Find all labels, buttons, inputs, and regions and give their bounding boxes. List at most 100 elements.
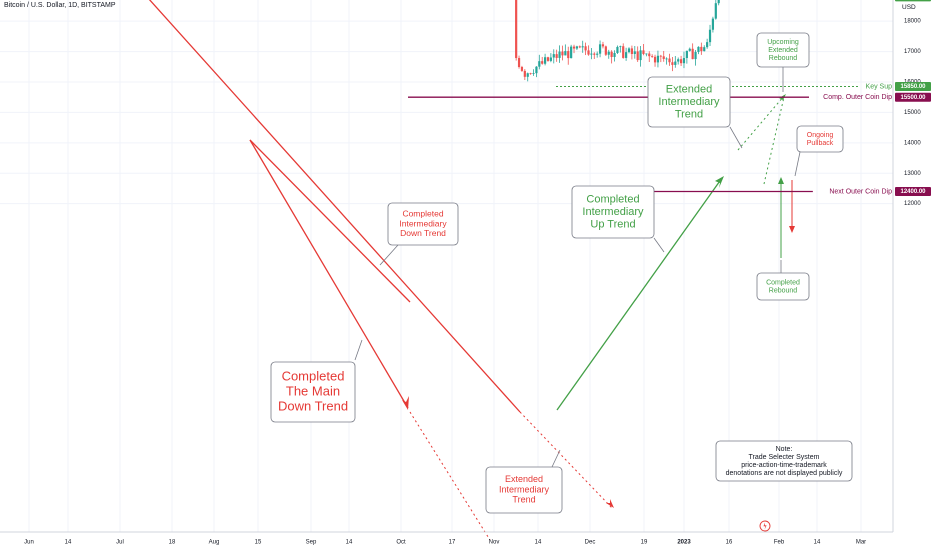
completed-intermediary-down-trend-text-line-2: Down Trend: [400, 228, 446, 238]
candle-body: [648, 53, 651, 57]
completed-intermediary-up-trend-pointer: [653, 237, 665, 253]
candle-body: [561, 51, 564, 56]
currency-label: USD: [902, 4, 916, 11]
tradingview-icon[interactable]: [759, 520, 771, 532]
extended-down-dotted-2: [519, 411, 613, 509]
x-tick-label: Sep: [306, 540, 317, 546]
candle-body: [535, 66, 538, 74]
completed-rebound-box: [756, 272, 810, 301]
candle-body: [596, 53, 599, 55]
candle-body: [584, 46, 587, 51]
candle-body: [610, 51, 613, 57]
note-text-line-0: Note:: [776, 446, 793, 453]
candle-body: [697, 46, 700, 52]
candle-body: [558, 51, 561, 58]
next-outer-coin-dip-axis-text: 12400.00: [900, 189, 926, 195]
y-tick-label: 12000: [904, 201, 921, 207]
candle-body: [520, 66, 524, 71]
x-tick-label: Jun: [24, 540, 34, 546]
extended-intermediary-trend-top-pointer: [729, 126, 743, 149]
candle-body: [604, 46, 607, 55]
upcoming-extended-rebound-text-line-0: Upcoming: [767, 39, 799, 46]
completed-rebound-arrow-head: [778, 177, 784, 184]
candle-body: [645, 53, 648, 55]
x-tick-label: Jul: [116, 540, 124, 546]
candle-body: [543, 57, 547, 64]
extended-intermediary-trend-bottom-pointer: [551, 449, 561, 468]
candle-body: [593, 53, 596, 55]
completed-main-down-trend-box: [270, 361, 356, 423]
candles: [515, 0, 720, 82]
mean-sup-18800-label: Mean Sup: [860, 0, 892, 1]
grid: [0, 0, 893, 532]
x-tick-label: Mar: [856, 540, 866, 546]
note-text-line-1: Trade Selecter System: [749, 454, 820, 461]
candle-body: [703, 47, 706, 52]
y-tick-label: 14000: [904, 140, 921, 146]
candle-body: [627, 48, 631, 53]
x-tick-label: 2023: [677, 540, 691, 546]
extended-intermediary-trend-top-box: [647, 76, 731, 128]
x-tick-label: 14: [346, 540, 353, 546]
candle-body: [706, 42, 709, 48]
candle-body: [656, 55, 660, 63]
completed-main-down-trend-text-line-0: Completed: [282, 368, 345, 383]
candle-body: [682, 58, 686, 64]
note-box: [715, 440, 853, 482]
intermediary-down-trendline: [249, 139, 411, 303]
candle-body: [639, 50, 642, 61]
candle-body: [691, 48, 694, 60]
candle-body: [717, 0, 720, 4]
x-tick-label: Dec: [585, 540, 596, 546]
candle-body: [598, 44, 602, 54]
candle-body: [523, 70, 526, 77]
candle-body: [651, 56, 654, 57]
candle-body: [688, 48, 691, 51]
down-arrow-head: [402, 396, 409, 410]
main-down-trendline: [148, 0, 521, 413]
up-arrow-head: [715, 176, 724, 188]
upcoming-extended-rebound-text-line-2: Rebound: [769, 55, 798, 62]
ongoing-pullback-text-line-0: Ongoing: [807, 132, 834, 139]
y-tick-label: 17000: [904, 49, 921, 55]
note-text-line-2: price-action-time-trademark: [741, 462, 827, 469]
key-sup-axis-box: [895, 82, 931, 92]
extended-intermediary-trend-top-text-line-0: Extended: [666, 83, 712, 95]
candle-body: [711, 18, 715, 30]
completed-intermediary-down-trend-text-line-0: Completed: [402, 208, 443, 218]
extended-intermediary-trend-bottom-box: [485, 466, 563, 514]
candle-body: [662, 56, 665, 59]
extended-intermediary-trend-bottom-text-line-0: Extended: [505, 474, 543, 484]
comp-outer-coin-dip-label: Comp. Outer Coin Dip: [823, 94, 892, 101]
upcoming-arrow-head: [779, 94, 786, 104]
candle-body: [700, 46, 703, 52]
levels: Main Outer Coin RallyKey ResCompleted In…: [408, 0, 893, 195]
y-tick-label: 15000: [904, 110, 921, 116]
extended-intermediary-trend-top-text-line-1: Intermediary: [658, 96, 720, 108]
candle-body: [633, 51, 636, 54]
key-sup-axis-text: 15850.00: [900, 84, 926, 90]
candle-body: [642, 50, 645, 54]
x-tick-label: Oct: [396, 540, 406, 546]
note-text-line-3: denotations are not displayed publicly: [726, 470, 843, 477]
candle-body: [575, 46, 579, 49]
candle-body: [708, 29, 712, 43]
completed-rebound-text-line-0: Completed: [766, 279, 800, 286]
candle-body: [665, 58, 668, 60]
candle-body: [587, 50, 590, 55]
key-sup-label: Key Sup: [866, 83, 893, 90]
completed-intermediary-down-trend-pointer: [379, 244, 399, 266]
completed-main-down-trend-text-line-1: The Main: [286, 383, 340, 398]
extended-up-dotted: [737, 95, 785, 151]
candle-body: [674, 61, 677, 65]
extended-intermediary-trend-bottom-text-line-2: Trend: [512, 495, 535, 505]
x-tick-label: 16: [726, 540, 733, 546]
time-axis[interactable]: Jun 14 Jul 18 Aug 15 Sep 14 Oct 17 Nov 14 Dec 19 2023 1…: [24, 540, 866, 546]
completed-intermediary-up-trend-box: [571, 185, 655, 239]
extended-intermediary-trend-top-text-line-2: Trend: [675, 109, 703, 121]
y-tick-label: 18000: [904, 19, 921, 25]
completed-rebound-text-line-1: Rebound: [769, 287, 798, 294]
completed-intermediary-down-trend-box: [387, 202, 459, 246]
candle-body: [601, 44, 605, 47]
